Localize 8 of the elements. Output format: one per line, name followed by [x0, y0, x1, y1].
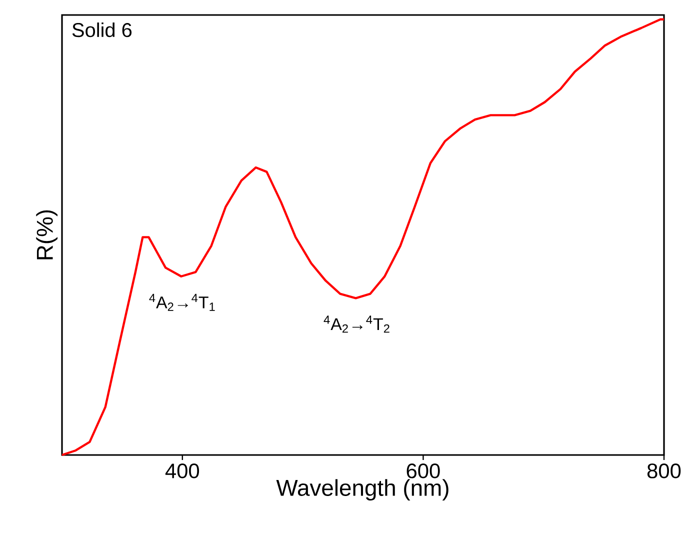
x-tick-label: 800	[647, 464, 681, 478]
annotation: $^{4}$A$_{2}$→$^{4}$T$_{2}$	[324, 316, 390, 333]
chart-title: Solid 6	[72, 22, 132, 38]
annotation: $^{4}$A$_{2}$→$^{4}$T$_{1}$	[149, 294, 215, 311]
x-tick-label: 600	[406, 464, 440, 478]
y-axis-title: R(%)	[36, 210, 58, 260]
x-tick-label: 400	[165, 464, 200, 478]
x-axis-title: Wavelength (nm)	[276, 479, 448, 501]
